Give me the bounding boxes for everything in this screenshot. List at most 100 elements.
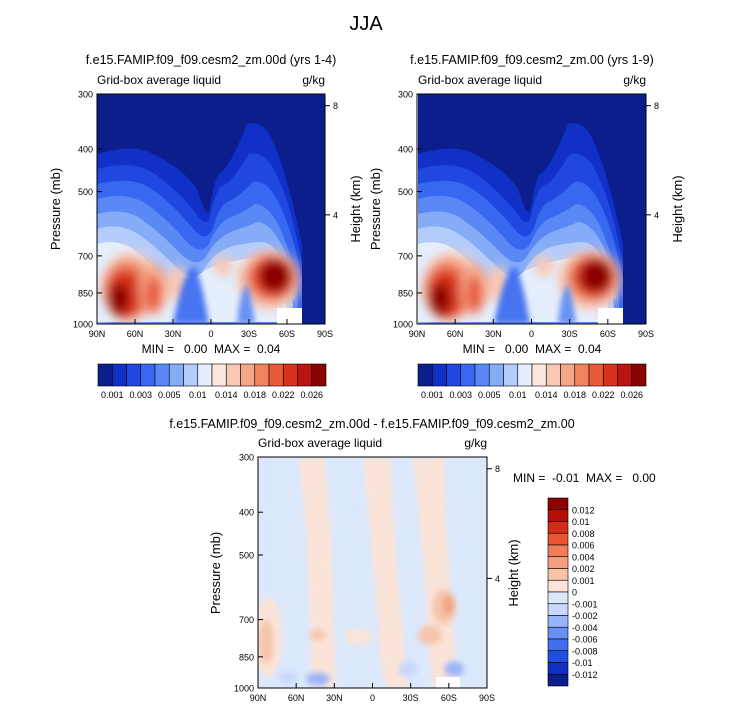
right-xtick-label: 90N (409, 329, 426, 339)
right-colorbar-label: 0.005 (478, 390, 501, 400)
right-ytick-right-label: 4 (654, 210, 659, 220)
bottom-colorbar-label: -0.001 (572, 599, 598, 609)
bottom-colorbar-box (547, 579, 569, 593)
left-colorbar-box (268, 363, 284, 387)
left-ytick-label: 400 (78, 144, 93, 154)
bottom-colorbar-label: 0.004 (572, 552, 595, 562)
right-colorbar-box (517, 363, 533, 387)
left-xtick-label: 90N (89, 329, 106, 339)
left-contour-field (97, 94, 325, 324)
left-ytick-label: 500 (78, 187, 93, 197)
bottom-xtick-label: 0 (370, 693, 375, 703)
bottom-colorbar-box (547, 532, 569, 546)
bottom-colorbar-label: -0.002 (572, 611, 598, 621)
right-ytick-label: 700 (398, 251, 413, 261)
right-colorbar-box (602, 363, 618, 387)
left-colorbar-box (111, 363, 127, 387)
bottom-xtick-label: 90N (250, 693, 267, 703)
left-ylabel-right: Height (km) (348, 175, 363, 242)
right-ytick-label: 850 (398, 288, 413, 298)
bottom-colorbar-box (547, 638, 569, 652)
right-panel-title: f.e15.FAMIP.f09_f09.cesm2_zm.00 (yrs 1-9… (410, 53, 654, 67)
bottom-colorbar-label: -0.004 (572, 623, 598, 633)
bottom-ylabel: Pressure (mb) (208, 532, 223, 614)
bottom-colorbar-box (547, 626, 569, 640)
right-colorbar-label: 0.022 (592, 390, 615, 400)
left-colorbar-box (197, 363, 213, 387)
bottom-colorbar-box (547, 662, 569, 675)
left-colorbar-box (126, 363, 142, 387)
bottom-colorbar-label: -0.012 (572, 670, 598, 680)
bottom-colorbar-label: 0.008 (572, 529, 595, 539)
left-xtick-label: 60S (279, 329, 295, 339)
bottom-colorbar-label: 0.002 (572, 564, 595, 574)
bottom-panel-left-string: Grid-box average liquid (258, 436, 382, 450)
right-ylabel-right: Height (km) (670, 175, 685, 242)
bottom-ytick-label: 500 (239, 551, 254, 561)
bottom-colorbar-label: -0.01 (572, 658, 593, 668)
left-colorbar-box (282, 363, 298, 387)
right-panel-units: g/kg (623, 73, 646, 87)
bottom-ytick-label: 850 (239, 652, 254, 662)
bottom-colorbar-box (547, 591, 569, 605)
bottom-xtick-label: 30S (403, 693, 419, 703)
right-colorbar-box (503, 363, 519, 387)
left-panel: f.e15.FAMIP.f09_f09.cesm2_zm.00d (yrs 1-… (48, 53, 363, 400)
right-minmax: MIN = 0.00 MAX = 0.04 (463, 342, 602, 356)
left-ylabel: Pressure (mb) (48, 168, 63, 250)
right-colorbar-label: 0.01 (509, 390, 527, 400)
left-ytick-label: 850 (78, 288, 93, 298)
left-panel-left-string: Grid-box average liquid (97, 73, 221, 87)
left-ytick-label: 300 (78, 90, 93, 100)
right-colorbar-label: 0.014 (535, 390, 558, 400)
left-colorbar-box (240, 363, 256, 387)
left-panel-units: g/kg (302, 73, 325, 87)
right-colorbar-box (446, 363, 462, 387)
left-colorbar-box (297, 363, 313, 387)
page-title: JJA (349, 13, 383, 35)
bottom-colorbar-box (547, 556, 569, 569)
left-ytick-right-label: 4 (333, 210, 338, 220)
left-colorbar-label: 0.01 (189, 390, 207, 400)
left-colorbar-box (140, 363, 156, 387)
right-colorbar-box (460, 363, 476, 387)
left-colorbar-label: 0.001 (101, 390, 124, 400)
right-xtick-label: 60N (447, 329, 464, 339)
bottom-colorbar-label: 0.012 (572, 505, 595, 515)
left-colorbar-box (154, 363, 170, 387)
left-colorbar-box (211, 363, 227, 387)
right-xtick-label: 60S (600, 329, 616, 339)
left-xtick-label: 60N (127, 329, 144, 339)
bottom-ytick-right-label: 8 (495, 464, 500, 474)
bottom-colorbar-label: 0.001 (572, 576, 595, 586)
left-xtick-label: 30S (241, 329, 257, 339)
bottom-xtick-label: 30N (326, 693, 343, 703)
bottom-ytick-label: 1000 (234, 684, 254, 694)
bottom-ytick-label: 300 (239, 453, 254, 463)
left-colorbar-box (225, 363, 241, 387)
right-xtick-label: 30S (562, 329, 578, 339)
right-colorbar-box (488, 363, 504, 387)
right-colorbar-box (631, 363, 647, 387)
left-panel-title: f.e15.FAMIP.f09_f09.cesm2_zm.00d (yrs 1-… (86, 53, 337, 67)
right-colorbar-box (431, 363, 447, 387)
left-minmax: MIN = 0.00 MAX = 0.04 (142, 342, 281, 356)
right-ytick-label: 400 (398, 144, 413, 154)
bottom-xtick-label: 60S (441, 693, 457, 703)
left-ytick-label: 700 (78, 251, 93, 261)
left-colorbar-box (97, 363, 113, 387)
right-colorbar-box (417, 363, 433, 387)
bottom-minmax: MIN = -0.01 MAX = 0.00 (513, 471, 656, 485)
left-colorbar-label: 0.014 (215, 390, 238, 400)
left-ytick-right-label: 8 (333, 101, 338, 111)
bottom-xtick-label: 60N (288, 693, 305, 703)
bottom-xtick-label: 90S (479, 693, 495, 703)
bottom-panel-units: g/kg (464, 436, 487, 450)
bottom-colorbar-box (547, 568, 569, 581)
left-colorbar-label: 0.026 (300, 390, 323, 400)
right-colorbar-label: 0.003 (449, 390, 472, 400)
right-ytick-right-label: 8 (654, 101, 659, 111)
right-colorbar-box (560, 363, 576, 387)
bottom-colorbar-box (547, 603, 569, 616)
right-ylabel: Pressure (mb) (368, 168, 383, 250)
